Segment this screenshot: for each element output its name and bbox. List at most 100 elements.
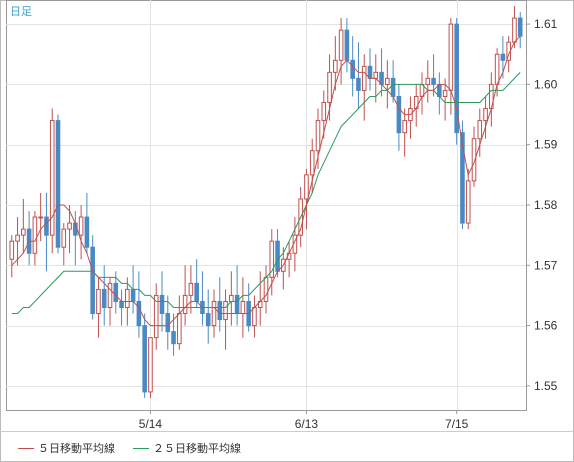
candle-body	[223, 300, 228, 321]
candle	[460, 120, 465, 230]
candle-body	[188, 282, 194, 296]
candle-body	[483, 108, 488, 122]
x-axis-ticks: 5/146/137/158/14	[139, 410, 469, 431]
y-tick-label: 1.57	[534, 258, 558, 272]
candle-body	[512, 17, 517, 43]
candle	[55, 114, 61, 254]
candle-body	[309, 150, 315, 176]
candle	[402, 108, 407, 157]
moving-average-lines	[11, 35, 521, 327]
candle-body	[333, 59, 338, 73]
candle	[113, 271, 119, 314]
candle	[425, 60, 431, 103]
candle-body	[130, 288, 136, 302]
candle-body	[101, 288, 107, 309]
candle-body	[84, 216, 90, 248]
candle	[396, 84, 402, 151]
candle	[32, 211, 38, 266]
candle	[333, 36, 338, 91]
candle	[61, 223, 67, 266]
candle-body	[229, 294, 234, 302]
y-tick-label: 1.58	[534, 198, 558, 212]
candle-body	[119, 300, 124, 308]
x-tick-label: 6/13	[295, 417, 319, 431]
candle-body	[136, 300, 142, 327]
candle	[107, 277, 113, 326]
candle	[223, 289, 228, 350]
candle-body	[38, 216, 43, 219]
x-tick-label: 5/14	[139, 417, 163, 431]
candle-body	[113, 282, 119, 302]
candle-body	[90, 246, 95, 315]
candle	[84, 192, 90, 254]
y-tick-label: 1.56	[534, 319, 558, 333]
candle-body	[315, 120, 321, 152]
candle	[44, 192, 49, 272]
candle	[96, 277, 101, 338]
y-tick-label: 1.59	[534, 138, 558, 152]
candle-body	[32, 216, 38, 254]
candle	[309, 138, 315, 193]
candle-body	[15, 234, 20, 242]
candle-body	[471, 138, 477, 182]
candle	[477, 108, 483, 157]
candle-body	[9, 240, 15, 260]
candle-body	[234, 294, 240, 315]
candle	[454, 18, 459, 145]
candle	[148, 337, 153, 398]
candle-body	[477, 120, 483, 140]
candle-body	[165, 313, 171, 333]
candle-body	[107, 282, 113, 309]
candle	[385, 60, 390, 109]
legend-item-ma5: ５日移動平均線	[18, 440, 115, 456]
candle-body	[263, 276, 269, 302]
candle-body	[269, 240, 275, 278]
ma5-line	[11, 35, 521, 327]
candle-body	[448, 23, 454, 91]
candle-body	[390, 77, 396, 97]
candle	[171, 313, 176, 356]
candle-body	[205, 313, 211, 327]
candle	[205, 289, 211, 344]
candle	[356, 42, 361, 109]
candle-body	[396, 95, 402, 134]
candle	[101, 265, 107, 326]
candle	[9, 235, 15, 278]
candle-body	[304, 174, 309, 200]
candle-body	[78, 216, 84, 236]
candle	[442, 78, 448, 121]
candle	[338, 18, 344, 85]
legend-label-ma25: ２５日移動平均線	[153, 442, 241, 455]
candle	[361, 54, 367, 121]
candle	[211, 289, 217, 338]
candle-body	[148, 337, 153, 393]
legend: ５日移動平均線 ２５日移動平均線	[18, 439, 259, 457]
candle-body	[321, 102, 327, 122]
candle	[517, 12, 523, 49]
candle	[188, 265, 194, 314]
candle-body	[194, 282, 199, 302]
candle-body	[171, 331, 176, 345]
candle-body	[217, 300, 223, 321]
candle	[431, 54, 436, 97]
candle	[21, 198, 26, 254]
candle-body	[356, 77, 361, 91]
candle	[304, 168, 309, 230]
candle-body	[373, 71, 379, 79]
candle-body	[460, 132, 465, 224]
candle	[15, 217, 20, 266]
candle-body	[344, 29, 350, 61]
candle-body	[402, 120, 407, 134]
candle-body	[153, 294, 159, 339]
legend-swatch-ma5	[18, 447, 34, 449]
candle-body	[385, 77, 390, 85]
candle	[78, 205, 84, 260]
candle-body	[327, 71, 332, 104]
candle-body	[159, 294, 165, 315]
candle	[142, 313, 147, 398]
y-tick-label: 1.55	[534, 379, 558, 393]
candle-body	[73, 222, 78, 236]
candle-body	[454, 23, 459, 134]
